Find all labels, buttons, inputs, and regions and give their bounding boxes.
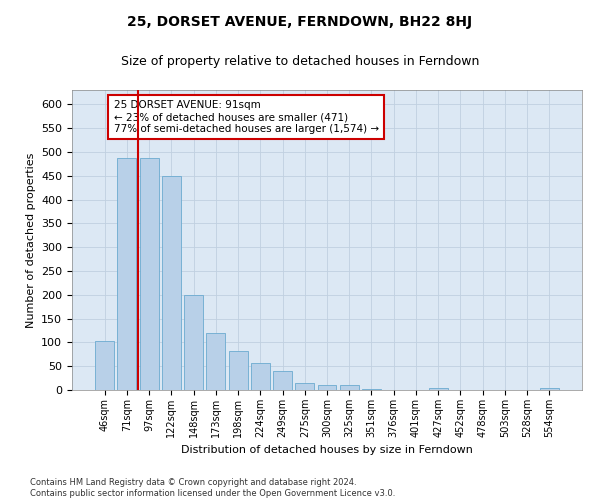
Text: Contains HM Land Registry data © Crown copyright and database right 2024.
Contai: Contains HM Land Registry data © Crown c… <box>30 478 395 498</box>
Bar <box>206 333 225 390</box>
Y-axis label: Number of detached properties: Number of detached properties <box>26 152 35 328</box>
Bar <box>118 158 136 390</box>
X-axis label: Distribution of detached houses by size in Ferndown: Distribution of detached houses by size … <box>181 446 473 456</box>
Bar <box>540 388 559 390</box>
Bar <box>340 385 359 390</box>
Bar <box>429 388 448 390</box>
Text: 25, DORSET AVENUE, FERNDOWN, BH22 8HJ: 25, DORSET AVENUE, FERNDOWN, BH22 8HJ <box>127 15 473 29</box>
Bar <box>251 363 270 390</box>
Bar <box>162 176 181 390</box>
Bar <box>229 351 248 390</box>
Bar <box>95 341 114 390</box>
Bar <box>273 371 292 390</box>
Bar <box>362 389 381 390</box>
Bar <box>140 158 158 390</box>
Bar <box>184 295 203 390</box>
Text: Size of property relative to detached houses in Ferndown: Size of property relative to detached ho… <box>121 55 479 68</box>
Text: 25 DORSET AVENUE: 91sqm
← 23% of detached houses are smaller (471)
77% of semi-d: 25 DORSET AVENUE: 91sqm ← 23% of detache… <box>113 100 379 134</box>
Bar <box>317 385 337 390</box>
Bar <box>295 383 314 390</box>
